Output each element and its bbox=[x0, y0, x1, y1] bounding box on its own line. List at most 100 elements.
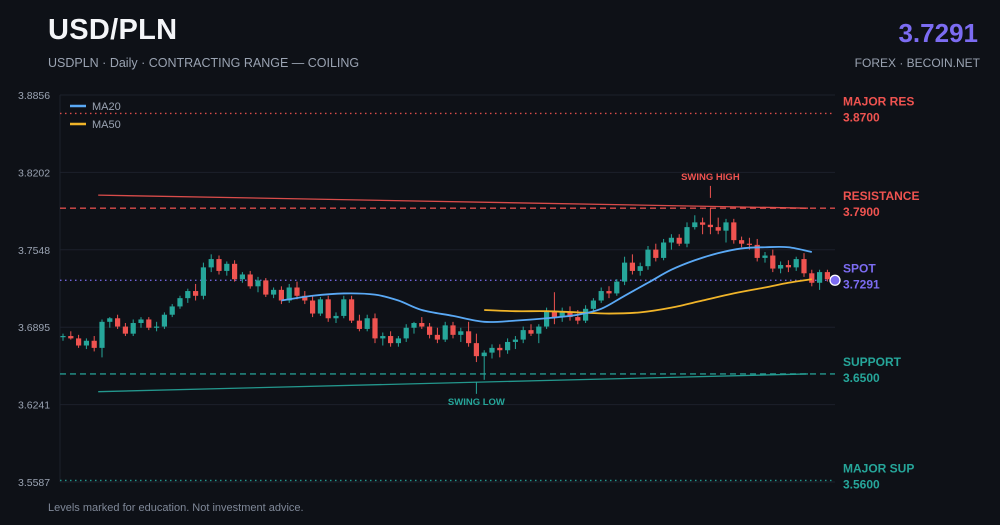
candle-body bbox=[154, 326, 160, 328]
candle-body bbox=[473, 343, 479, 357]
candle-body bbox=[372, 318, 378, 339]
candle bbox=[419, 317, 425, 329]
candle-body bbox=[239, 274, 245, 280]
candle-body bbox=[715, 227, 721, 231]
candle-body bbox=[208, 259, 214, 268]
candle-body bbox=[746, 243, 752, 245]
legend-label: MA50 bbox=[92, 119, 121, 131]
candle-body bbox=[731, 222, 737, 241]
candle-body bbox=[684, 227, 690, 244]
candle-body bbox=[520, 330, 526, 340]
candle bbox=[754, 238, 760, 262]
candle bbox=[294, 281, 300, 300]
candle-body bbox=[629, 262, 635, 271]
candle bbox=[590, 298, 596, 312]
candle bbox=[653, 243, 659, 262]
level-name-label: SUPPORT bbox=[843, 355, 902, 369]
chart-title: USD/PLN bbox=[48, 14, 178, 46]
candle-body bbox=[692, 222, 698, 228]
candle bbox=[606, 286, 612, 299]
candle bbox=[481, 350, 487, 380]
candle-body bbox=[661, 242, 667, 258]
candle-body bbox=[169, 306, 175, 315]
candle bbox=[271, 287, 277, 299]
candle bbox=[411, 321, 417, 334]
candle-body bbox=[317, 299, 323, 314]
candle-body bbox=[185, 291, 191, 299]
candle-body bbox=[637, 266, 643, 271]
candle bbox=[317, 296, 323, 316]
annotation-label: SWING HIGH bbox=[681, 172, 740, 183]
candle-body bbox=[333, 315, 339, 319]
legend[interactable]: MA20 MA50 bbox=[70, 101, 121, 131]
candle-body bbox=[200, 267, 206, 296]
candle-body bbox=[606, 291, 612, 294]
level-value-label: 3.6500 bbox=[843, 371, 880, 385]
candle bbox=[107, 317, 113, 328]
candle-body bbox=[278, 289, 284, 301]
candle-body bbox=[653, 249, 659, 258]
price-levels: MAJOR RES 3.8700 RESISTANCE 3.7900 SPOT 3.729… bbox=[60, 94, 919, 491]
candle bbox=[692, 215, 698, 230]
candle-body bbox=[388, 336, 394, 344]
candle-body bbox=[122, 326, 128, 334]
candle-body bbox=[356, 320, 362, 329]
candle bbox=[700, 217, 706, 235]
candle-body bbox=[364, 318, 370, 329]
candle-body bbox=[83, 340, 89, 346]
candle bbox=[629, 254, 635, 275]
candle-body bbox=[294, 287, 300, 296]
candle-body bbox=[505, 341, 511, 351]
candle-body bbox=[138, 319, 144, 324]
candle-body bbox=[442, 325, 448, 340]
candle-body bbox=[349, 299, 355, 321]
trendline-lower bbox=[98, 373, 809, 393]
candle bbox=[598, 287, 604, 303]
candle bbox=[356, 314, 362, 332]
candle bbox=[122, 323, 128, 337]
candle-body bbox=[497, 347, 503, 351]
candle-body bbox=[302, 295, 308, 301]
candle-body bbox=[512, 339, 518, 342]
candle-body bbox=[739, 240, 745, 244]
candle bbox=[809, 269, 815, 287]
candle-body bbox=[107, 318, 113, 322]
candle bbox=[255, 276, 261, 293]
candle-body bbox=[68, 336, 74, 339]
candle-body bbox=[380, 336, 386, 339]
candle bbox=[154, 321, 160, 332]
candle bbox=[177, 295, 183, 309]
candle-body bbox=[466, 331, 472, 344]
candle bbox=[458, 327, 464, 342]
candle-body bbox=[668, 237, 674, 243]
candle bbox=[138, 317, 144, 328]
candle bbox=[216, 255, 222, 275]
candle bbox=[614, 279, 620, 296]
candle-body bbox=[130, 323, 136, 334]
candle-body bbox=[801, 259, 807, 274]
candle bbox=[169, 304, 175, 318]
candle bbox=[559, 307, 565, 322]
candle bbox=[208, 254, 214, 273]
candle bbox=[520, 326, 526, 344]
candle bbox=[528, 324, 534, 337]
candle-body bbox=[193, 291, 199, 296]
candle bbox=[380, 332, 386, 346]
candle bbox=[349, 295, 355, 324]
candle bbox=[676, 234, 682, 247]
candle bbox=[341, 295, 347, 319]
trendline-upper bbox=[98, 194, 809, 209]
candle bbox=[739, 236, 745, 248]
candle-body bbox=[403, 327, 409, 339]
candle bbox=[645, 246, 651, 270]
candle bbox=[450, 321, 456, 339]
candle bbox=[185, 288, 191, 303]
candle bbox=[427, 323, 433, 339]
level-name-label: SPOT bbox=[843, 261, 876, 275]
candle-body bbox=[115, 318, 121, 327]
candle-body bbox=[310, 300, 316, 314]
candle bbox=[715, 217, 721, 235]
candle-body bbox=[778, 265, 784, 269]
candle bbox=[403, 324, 409, 342]
candle-body bbox=[232, 263, 238, 280]
